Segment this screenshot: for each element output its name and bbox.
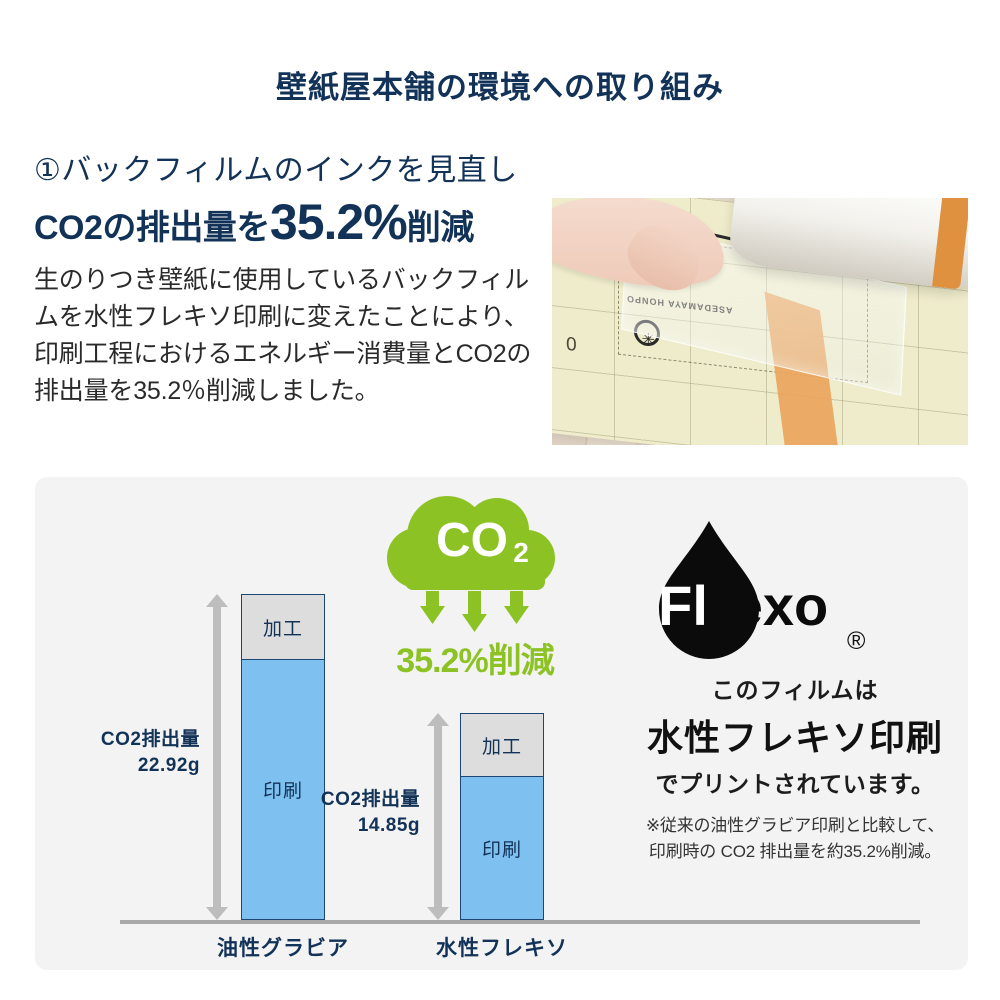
value-label-title: CO2排出量 [320,789,420,810]
flexo-footnote-line2: 印刷時の CO2 排出量を約35.2%削減。 [648,842,942,862]
svg-text:CO: CO [436,514,508,567]
bar-segment-processing: 加工 [242,595,324,659]
arrow-head-down-icon [206,907,228,920]
arrow-head-up-icon [206,594,228,607]
flexo-caption-line3: でプリントされています。 [655,771,935,797]
intro-body-text: 生のりつき壁紙に使用しているバックフィルムを水性フレキソ印刷に変えたことにより、… [34,266,532,405]
category-label-oil-gravure: 油性グラビア [217,937,349,960]
intro-block: ①バックフィルムのインクを見直し CO2の排出量を35.2%削減 生のりつき壁紙… [34,152,546,410]
co2-reduction-percent: 35.2%削減 [396,642,554,680]
page-title: 壁紙屋本舗の環境への取り組み [276,70,724,105]
flexo-footnote: ※従来の油性グラビア印刷と比較して、 印刷時の CO2 排出量を約35.2%削減… [625,813,965,866]
measure-arrow-oil-gravure [206,594,228,920]
value-label-water-flexo: CO2排出量 14.85g [280,787,420,838]
photo-tick-zero: 0 [566,331,577,354]
intro-line2-prefix: CO2の排出量を [34,208,270,247]
value-label-amount: 22.92g [137,754,200,776]
bar-segment-processing: 加工 [461,714,543,776]
bar-segment-printing: 印刷 [242,659,324,919]
photo-roll-orange-stripe [932,198,968,290]
measure-arrow-water-flexo [427,713,449,920]
co2-bar-chart: 加工 印刷 CO2排出量 22.92g 油性グラビア 加工 印刷 [35,477,920,970]
bar-oil-gravure: 加工 印刷 [241,594,325,920]
category-label-water-flexo: 水性フレキソ [436,937,568,960]
arrow-shaft [213,605,221,909]
value-label-title: CO2排出量 [100,729,200,750]
comparison-panel: 加工 印刷 CO2排出量 22.92g 油性グラビア 加工 印刷 [35,477,968,970]
arrow-shaft [434,724,442,909]
wallpaper-film-photo: ASEDAMAYA HONPO 0 10 [552,198,968,445]
flexo-droplet-icon: Fl exo [658,521,829,659]
svg-text:2: 2 [513,537,529,568]
flexo-caption-line2: 水性フレキソ印刷 [646,717,943,758]
co2-reduction-badge: CO 2 35.2%削減 [375,492,575,682]
bar-segment-printing: 印刷 [461,776,543,919]
flexo-logo: Fl exo ® [625,515,965,665]
intro-line2-suffix: 削減 [406,208,475,247]
intro-heading-line2: CO2の排出量を35.2%削減 [34,193,546,250]
value-label-amount: 14.85g [357,814,420,836]
intro-heading-line1: ①バックフィルムのインクを見直し [34,154,518,187]
arrow-head-down-icon [427,907,449,920]
flexo-logo-text-white: Fl [658,574,708,637]
flexo-certification-block: Fl exo ® このフィルムは 水性フレキソ印刷 でプリントされています。 ※… [625,515,965,866]
flexo-footnote-line1: ※従来の油性グラビア印刷と比較して、 [645,816,945,835]
value-label-oil-gravure: CO2排出量 22.92g [55,727,200,778]
arrow-head-up-icon [427,713,449,726]
flexo-caption-line1: このフィルムは [711,677,879,703]
co2-cloud-icon: CO 2 [387,496,555,632]
flexo-logo-text-black: exo [732,574,829,637]
bar-water-flexo: 加工 印刷 [460,713,544,920]
registered-trademark-icon: ® [847,627,866,655]
intro-line2-value: 35.2% [269,193,408,250]
chart-baseline-axis [120,920,920,924]
